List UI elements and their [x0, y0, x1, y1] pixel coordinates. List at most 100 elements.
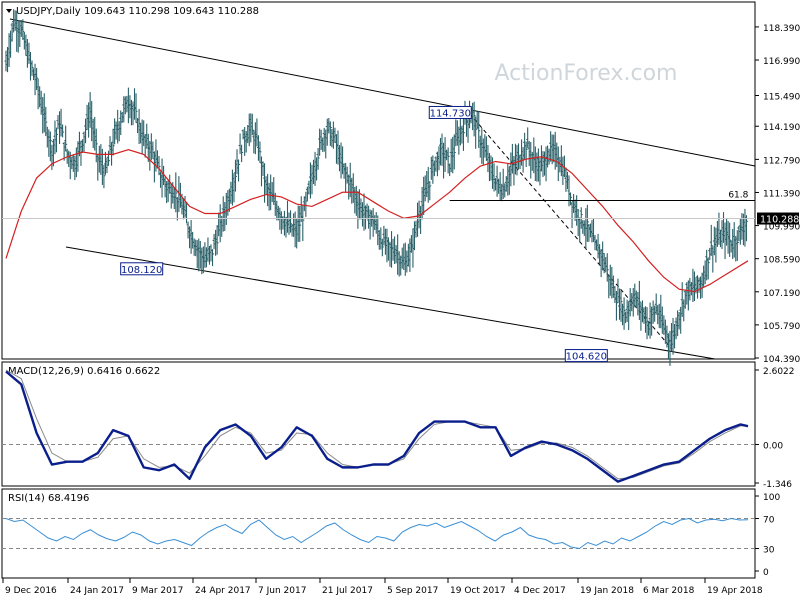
price-tick-label: 108.590 [763, 256, 800, 266]
svg-text:104.620: 104.620 [566, 352, 607, 363]
x-axis: 9 Dec 2016 24 Jan 2017 9 Mar 2017 24 Apr 20… [2, 578, 763, 596]
date-tick-label: 19 Jan 2018 [580, 586, 634, 596]
fib-label: 61.8 [728, 190, 748, 200]
ohlc-bar [215, 225, 219, 255]
price-tick-label: 112.790 [763, 156, 800, 166]
rsi-tick-label: 100 [763, 493, 780, 503]
annotations-layer: 114.730 108.120 104.620 61.8 [120, 105, 749, 363]
ohlc-bar [605, 253, 609, 282]
date-tick-label: 4 Dec 2017 [514, 586, 566, 596]
date-tick-label: 9 Mar 2017 [132, 586, 183, 596]
price-tick-label: 107.190 [763, 289, 800, 299]
price-level-label: 108.120 [120, 262, 164, 276]
svg-text:110.288: 110.288 [760, 215, 799, 226]
ohlc-readout: 109.643 110.298 109.643 110.288 [84, 6, 259, 17]
date-tick-label: 21 Jul 2017 [322, 586, 373, 596]
ohlc-bar [237, 159, 241, 182]
rsi-line [5, 517, 749, 550]
svg-text:108.120: 108.120 [121, 265, 162, 276]
ohlc-bar [250, 113, 254, 136]
ohlc-bar [64, 125, 68, 152]
ohlc-bar [54, 127, 58, 153]
price-tick-label: 111.390 [763, 189, 800, 199]
ohlc-bar [240, 144, 244, 163]
fib-level-layer [2, 200, 755, 220]
symbol-label: USDJPY,Daily [16, 6, 81, 17]
ohlc-bar [94, 128, 98, 163]
date-tick-label: 5 Sep 2017 [387, 586, 438, 596]
macd-tick-label: 2.6022 [763, 367, 795, 377]
ohlc-bar [111, 128, 115, 156]
date-tick-label: 24 Jan 2017 [70, 586, 124, 596]
current-price-tag: 110.288 [757, 212, 799, 226]
macd-panel-frame [1, 361, 756, 487]
date-tick-label: 9 Dec 2016 [5, 586, 57, 596]
ohlc-bar [157, 155, 161, 176]
macd-tick-label: 0.00 [763, 441, 783, 451]
ohlc-bar [452, 134, 456, 170]
macd-title: MACD(12,26,9) 0.6416 0.6622 [8, 366, 160, 377]
macd-layer [2, 369, 755, 483]
ohlc-bar [233, 159, 237, 192]
ohlc-bar [211, 249, 215, 267]
ohlc-bar [728, 222, 732, 257]
ohlc-bar [380, 238, 384, 257]
price-axis: 118.390 116.990 115.490 114.190 112.790 111.3… [755, 24, 800, 365]
ohlc-bar [461, 118, 465, 151]
ohlc-bar [301, 204, 305, 242]
ohlc-bar [30, 60, 34, 76]
price-tick-label: 105.790 [763, 322, 800, 332]
price-tick-label: 115.490 [763, 93, 800, 103]
price-tick-label: 104.390 [763, 355, 800, 365]
rsi-tick-label: 0 [763, 568, 769, 578]
ohlc-bar [524, 141, 528, 168]
date-tick-label: 19 Oct 2017 [450, 586, 506, 596]
ohlc-bar [298, 205, 302, 242]
upper-channel-line [9, 18, 756, 167]
price-tick-label: 118.390 [763, 24, 800, 34]
ohlc-bar [709, 224, 713, 256]
price-level-label: 114.730 [428, 105, 472, 119]
price-tick-label: 114.190 [763, 123, 800, 133]
price-level-label: 104.620 [564, 349, 608, 363]
ohlc-bar [446, 147, 450, 174]
date-tick-label: 19 Apr 2018 [707, 586, 763, 596]
svg-text:114.730: 114.730 [430, 108, 471, 119]
fib-dashed-line [469, 113, 673, 350]
ohlc-bar [102, 164, 106, 189]
rsi-axis: 100 70 30 0 [755, 493, 780, 578]
ohlc-bar [474, 116, 478, 149]
ohlc-bar [328, 121, 332, 146]
ohlc-bar [744, 215, 748, 242]
ohlc-bar [134, 93, 138, 123]
ohlc-bar [48, 131, 52, 162]
moving-average-line [5, 149, 749, 293]
rsi-panel-frame [1, 488, 756, 579]
moving-average-layer [5, 149, 749, 293]
date-tick-label: 7 Jun 2017 [258, 586, 306, 596]
watermark: ActionForex.com [495, 61, 678, 86]
rsi-title: RSI(14) 68.4196 [8, 493, 89, 504]
price-tick-label: 109.990 [763, 223, 800, 233]
ohlc-bar [61, 124, 65, 138]
ohlc-bar [107, 150, 111, 166]
price-panel-frame [1, 1, 756, 360]
ohlc-bar [619, 290, 623, 322]
dropdown-triangle-icon [6, 9, 12, 13]
ohlc-bar [477, 111, 481, 148]
ohlc-bar [472, 101, 476, 137]
rsi-layer [2, 517, 755, 550]
ohlc-bar [35, 67, 39, 91]
macd-line [5, 370, 749, 483]
ohlc-bar [258, 141, 262, 163]
ohlc-bar [21, 19, 25, 40]
macd-axis: 2.6022 0.00 -1.346 [755, 367, 795, 490]
ohlc-bar [428, 181, 432, 201]
ohlc-bar [706, 257, 710, 280]
ohlc-bar [645, 307, 649, 340]
ohlc-bar [44, 106, 48, 137]
ohlc-bar [569, 192, 573, 206]
ohlc-bar [735, 230, 739, 261]
ohlc-bar [289, 210, 293, 233]
